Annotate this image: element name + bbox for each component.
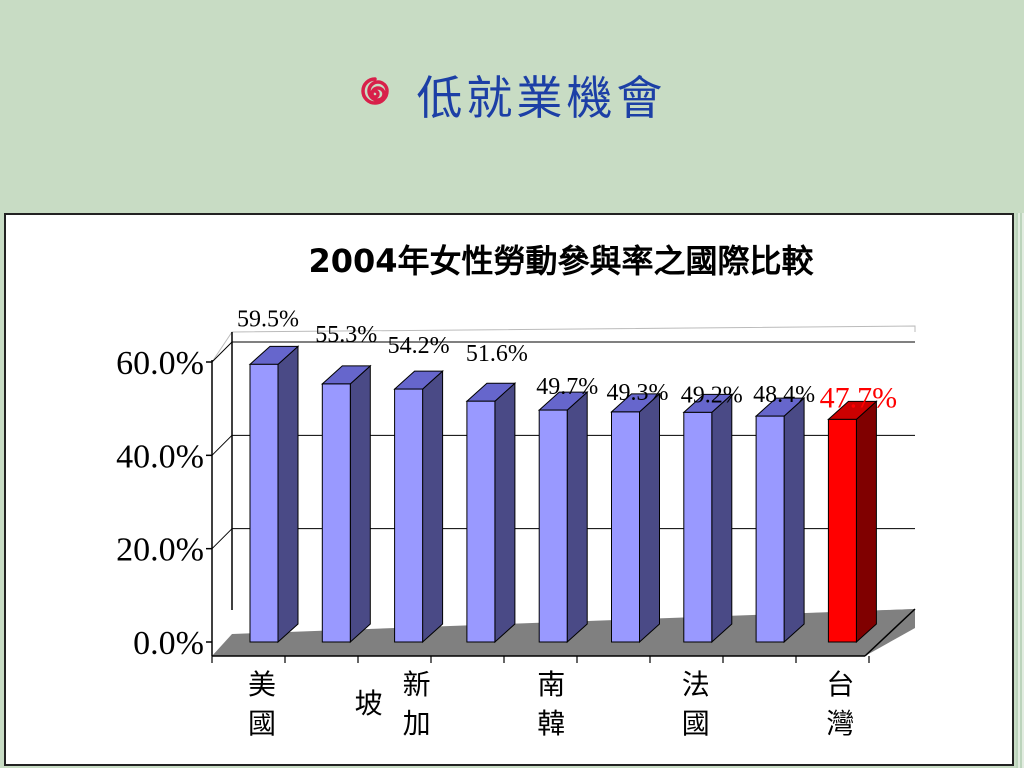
bar-side <box>349 364 371 644</box>
bar <box>610 392 661 644</box>
side-gridline <box>211 341 233 363</box>
x-label-char: 法 <box>682 668 710 701</box>
x-label-char: 國 <box>682 707 710 740</box>
x-category-label: 新加坡 <box>355 668 431 740</box>
data-label: 49.7% <box>536 374 598 400</box>
bar <box>537 390 589 644</box>
back-wall-top <box>211 325 916 363</box>
x-label-char: 坡 <box>355 687 383 720</box>
bar-front <box>394 388 424 643</box>
bar-side <box>277 345 299 644</box>
y-tick-label: 40.0% <box>116 438 204 475</box>
bar-side <box>711 393 733 644</box>
data-label: 49.2% <box>681 382 743 408</box>
bar-front <box>827 418 857 643</box>
x-label-char: 韓 <box>537 707 565 740</box>
data-label: 48.4% <box>753 382 815 408</box>
x-category-label: 南韓 <box>537 668 565 740</box>
x-label-char: 南 <box>537 668 565 701</box>
bar-front <box>249 363 279 643</box>
bar-side <box>494 382 516 644</box>
data-label: 49.3% <box>607 380 669 406</box>
x-category-label: 美國 <box>248 668 276 740</box>
data-label: 55.3% <box>315 322 377 348</box>
bar-side <box>783 397 805 644</box>
bar <box>320 364 372 644</box>
x-label-char: 台 <box>826 668 854 701</box>
bar <box>754 397 806 644</box>
x-category-label: 台灣 <box>826 668 854 740</box>
x-label-char: 國 <box>248 707 276 740</box>
y-tick-label: 60.0% <box>116 345 204 382</box>
slide-title: 低就業機會 <box>0 62 1024 132</box>
slide-title-text: 低就業機會 <box>416 71 667 125</box>
data-label: 47.7% <box>820 381 898 414</box>
y-tick-label: 0.0% <box>133 625 204 662</box>
bar <box>827 400 878 644</box>
x-label-char: 美 <box>248 668 276 701</box>
side-gridline <box>211 434 233 456</box>
chart-title: 2004年女性勞動參與率之國際比較 <box>308 242 814 280</box>
x-label-char: 新 <box>403 668 431 701</box>
x-label-char: 加 <box>403 707 431 740</box>
data-label: 59.5% <box>237 306 299 332</box>
data-label: 51.6% <box>466 341 528 367</box>
edge-decoration <box>1016 213 1024 768</box>
x-label-char: 灣 <box>826 707 854 740</box>
data-label: 54.2% <box>388 333 450 359</box>
bar-front <box>611 411 640 643</box>
bar-front <box>321 383 351 643</box>
bar-side <box>422 369 444 644</box>
bar-front <box>538 409 568 643</box>
bar <box>465 382 517 644</box>
bar-side <box>855 400 877 644</box>
bar <box>248 345 300 644</box>
bar-front <box>466 400 496 643</box>
bar-side <box>566 390 588 644</box>
x-axis-depth <box>864 608 916 657</box>
bar-front <box>683 411 713 643</box>
y-tick-label: 20.0% <box>116 532 204 569</box>
bar-side <box>639 392 660 644</box>
bar <box>682 393 734 644</box>
swirl-icon <box>358 68 392 122</box>
bar <box>393 369 444 644</box>
x-category-label: 法國 <box>682 668 710 740</box>
bar-front <box>755 415 785 643</box>
side-gridline <box>211 528 233 550</box>
